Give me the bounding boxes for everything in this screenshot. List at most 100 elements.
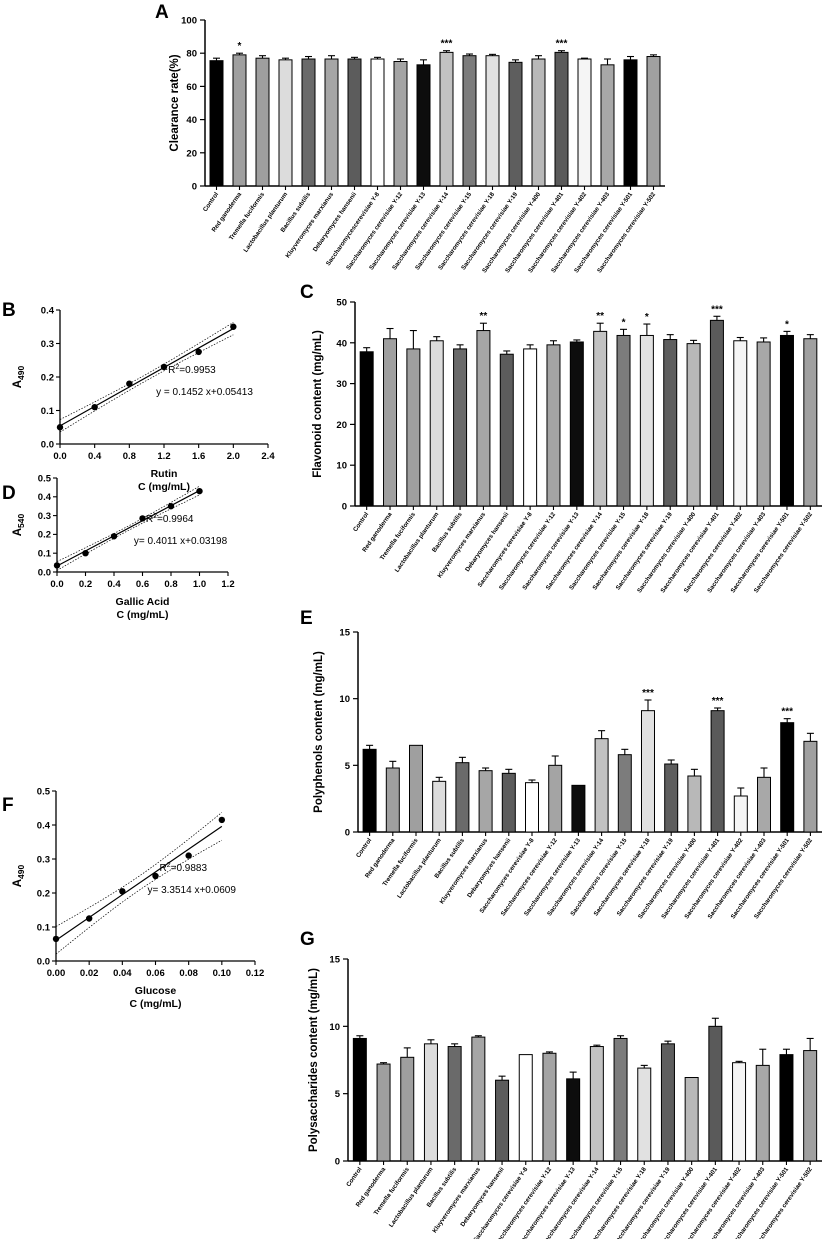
y-tick-label: 0.2 — [41, 372, 54, 383]
y-axis-title: A490 — [12, 864, 26, 887]
bar-17 — [600, 64, 615, 187]
bar-3 — [432, 780, 447, 833]
bar-16 — [733, 795, 748, 833]
x-tick-label: 0.8 — [123, 451, 136, 462]
significance-label: *** — [712, 696, 724, 707]
panel-letter: C — [300, 282, 314, 303]
bar-12 — [485, 55, 500, 187]
y-tick-label: 15 — [339, 628, 350, 639]
bar-7 — [523, 348, 538, 507]
y-axis-title: A540 — [12, 513, 26, 536]
bar-5 — [324, 58, 339, 187]
data-point-3 — [139, 515, 146, 522]
y-tick-label: 10 — [339, 694, 350, 705]
y-tick-label: 0.0 — [41, 439, 54, 450]
data-point-4 — [185, 852, 192, 859]
category-label: Control — [345, 1166, 364, 1188]
y-tick-label: 20 — [336, 420, 347, 431]
data-point-4 — [167, 503, 175, 510]
x-tick-label: 0.04 — [113, 968, 132, 979]
bar-10 — [594, 738, 609, 833]
chart-E: E 0 5 10 15 Polyphenols content (mg/mL) Contro… — [300, 608, 822, 920]
category-label: Lactobacillus planturum — [242, 191, 289, 254]
r-squared-exponent: 2 — [167, 862, 171, 869]
x-axis-unit: C (mg/mL) — [130, 998, 182, 1010]
r-squared-exponent: 2 — [153, 513, 157, 520]
bar-10 — [593, 330, 608, 507]
y-tick-label: 60 — [186, 82, 197, 93]
category-label: Control — [352, 511, 371, 533]
y-tick-label: 0 — [345, 828, 350, 839]
bar-1 — [383, 338, 398, 507]
data-point-5 — [218, 816, 226, 824]
y-axis-title-main: A — [12, 380, 24, 388]
r-squared-label: R2=0.9964 — [146, 513, 194, 525]
bar-0 — [359, 351, 374, 507]
significance-label: ** — [596, 311, 604, 322]
bar-6 — [495, 1079, 510, 1162]
x-tick-label: 0.08 — [179, 968, 198, 979]
category-label: Lactobacillus planturum — [396, 837, 443, 900]
bar-4 — [453, 348, 468, 507]
y-tick-label: 20 — [186, 148, 197, 159]
data-point-1 — [82, 550, 89, 557]
confidence-band-lower — [59, 334, 234, 433]
bar-1 — [232, 54, 247, 187]
x-tick-label: 0.06 — [146, 968, 165, 979]
y-tick-label: 0.3 — [37, 854, 50, 865]
bar-12 — [637, 1067, 652, 1162]
r-squared-value: =0.9964 — [157, 514, 194, 525]
bar-16 — [733, 340, 748, 507]
x-tick-label: 1.6 — [192, 451, 205, 462]
bar-2 — [255, 57, 270, 187]
bar-18 — [779, 1054, 794, 1162]
y-tick-label: 0.0 — [38, 567, 51, 578]
y-tick-label: 0.5 — [38, 473, 52, 484]
y-axis-title-sub: 490 — [16, 864, 26, 878]
regression-equation: y= 0.4011 x+0.03198 — [134, 536, 228, 547]
significance-label: *** — [441, 39, 453, 50]
category-label: Kluyveromyces marxianus — [436, 511, 487, 580]
y-tick-label: 10 — [329, 1022, 340, 1033]
bar-19 — [803, 1050, 818, 1162]
y-tick-label: 0 — [342, 502, 347, 513]
regression-equation: y= 3.3514 x+0.0609 — [147, 885, 236, 896]
y-tick-label: 0.2 — [38, 530, 51, 541]
bar-14 — [686, 343, 701, 507]
y-tick-label: 0 — [192, 182, 197, 193]
y-tick-label: 0.4 — [38, 492, 52, 503]
confidence-band-upper — [55, 812, 223, 927]
data-point-0 — [56, 424, 64, 431]
x-tick-label: 1.0 — [193, 579, 206, 590]
x-tick-label: 0.02 — [80, 968, 99, 979]
category-label: Debaryomyces hansenii — [312, 191, 359, 253]
bar-0 — [209, 60, 224, 187]
y-tick-label: 5 — [345, 761, 351, 772]
bar-15 — [554, 51, 569, 187]
bar-3 — [429, 340, 444, 507]
data-point-3 — [152, 872, 159, 880]
bar-10 — [589, 1046, 604, 1162]
bar-16 — [732, 1062, 747, 1162]
x-tick-label: 0.2 — [79, 579, 92, 590]
y-tick-label: 0.5 — [37, 786, 51, 797]
x-axis-title: Rutin — [151, 468, 178, 480]
x-tick-label: 0.00 — [47, 968, 66, 979]
r-squared-symbol: R — [159, 863, 166, 874]
bar-14 — [684, 1077, 699, 1162]
bar-2 — [409, 744, 423, 833]
bar-6 — [347, 58, 362, 187]
bar-11 — [616, 334, 631, 507]
y-tick-label: 5 — [335, 1089, 341, 1100]
bar-18 — [779, 334, 794, 507]
bar-2 — [406, 348, 421, 507]
fit-line — [55, 825, 223, 941]
category-label: Debaryomyces hansenii — [464, 511, 511, 573]
y-tick-label: 0.2 — [37, 888, 50, 899]
bar-0 — [352, 1037, 367, 1162]
significance-label: *** — [711, 304, 723, 315]
data-point-1 — [85, 915, 93, 922]
data-point-5 — [230, 323, 237, 330]
r-squared-symbol: R — [146, 514, 153, 525]
